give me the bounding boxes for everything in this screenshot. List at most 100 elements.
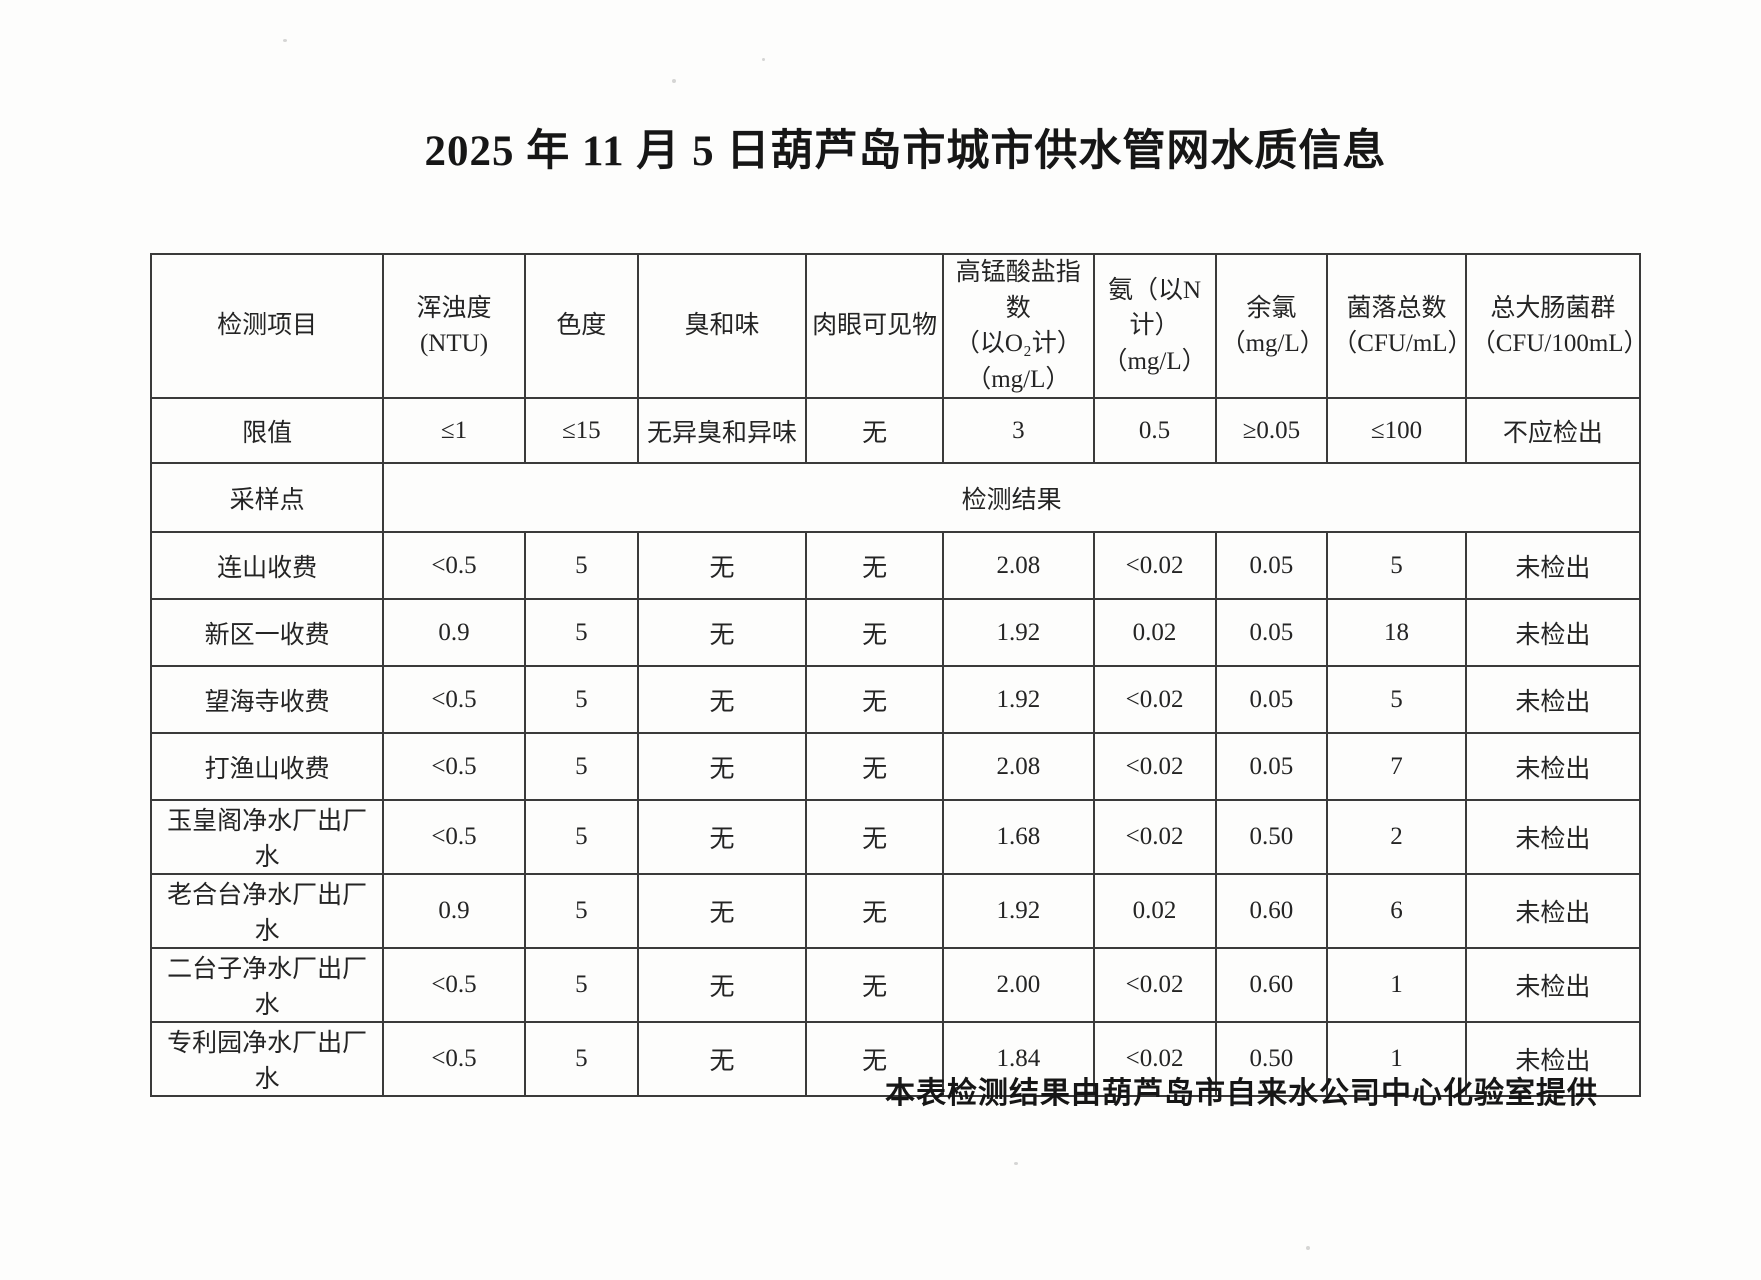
value-cell: 0.05: [1214, 598, 1329, 667]
value-cell: <0.5: [382, 799, 526, 875]
header-cell-colony-count: 菌落总数 （CFU/mL）: [1326, 253, 1467, 399]
value-cell: 0.50: [1214, 799, 1329, 875]
table-row: 连山收费 <0.5 5 无 无 2.08 <0.02 0.05 5 未检出: [149, 531, 1642, 600]
header-cell-item: 检测项目: [149, 253, 385, 399]
header-cell-permanganate: 高锰酸盐指数 （以O₂计） （mg/L）: [942, 253, 1095, 399]
value-cell: 5: [523, 1021, 639, 1097]
value-cell: 7: [1326, 732, 1467, 801]
value-cell: 未检出: [1464, 873, 1642, 949]
site-name-cell: 新区一收费: [149, 598, 385, 667]
limit-cell: ≤100: [1326, 397, 1467, 464]
value-cell: 0.60: [1214, 873, 1329, 949]
site-name-cell: 打渔山收费: [149, 732, 385, 801]
value-cell: 5: [523, 947, 639, 1023]
value-cell: 0.02: [1092, 598, 1217, 667]
limit-cell: 3: [942, 397, 1095, 464]
value-cell: <0.5: [382, 531, 526, 600]
value-cell: 无: [636, 1021, 808, 1097]
value-cell: <0.5: [382, 732, 526, 801]
value-cell: 未检出: [1464, 799, 1642, 875]
header-cell-coliform: 总大肠菌群 （CFU/100mL）: [1464, 253, 1642, 399]
scan-artifact: [1306, 1246, 1310, 1250]
value-cell: 未检出: [1464, 947, 1642, 1023]
scan-artifact: [283, 39, 287, 42]
value-cell: 无: [636, 799, 808, 875]
limit-cell: ≤15: [523, 397, 639, 464]
value-cell: 5: [523, 598, 639, 667]
limit-cell: ≤1: [382, 397, 526, 464]
value-cell: 未检出: [1464, 732, 1642, 801]
value-cell: 0.60: [1214, 947, 1329, 1023]
value-cell: 2.08: [942, 732, 1095, 801]
footer-note: 本表检测结果由葫芦岛市自来水公司中心化验室提供: [885, 1077, 1598, 1110]
water-quality-table: 检测项目 浑浊度(NTU) 色度 臭和味 肉眼可见物 高锰酸盐指数 （以O₂计）…: [149, 253, 1642, 1097]
value-cell: 0.9: [382, 598, 526, 667]
value-cell: 无: [636, 665, 808, 734]
site-name-cell: 玉皇阁净水厂出厂水: [149, 799, 385, 875]
value-cell: 6: [1326, 873, 1467, 949]
scan-artifact: [672, 79, 676, 83]
value-cell: <0.02: [1092, 665, 1217, 734]
value-cell: 0.05: [1214, 531, 1329, 600]
value-cell: <0.5: [382, 1021, 526, 1097]
site-name-cell: 专利园净水厂出厂水: [149, 1021, 385, 1097]
value-cell: 无: [805, 531, 945, 600]
header-cell-color: 色度: [523, 253, 639, 399]
value-cell: 0.50: [1214, 1021, 1329, 1097]
limit-cell: 无: [805, 397, 945, 464]
value-cell: <0.02: [1092, 799, 1217, 875]
sampling-row-label: 采样点: [149, 462, 385, 533]
table-row: 望海寺收费 <0.5 5 无 无 1.92 <0.02 0.05 5 未检出: [149, 665, 1642, 734]
value-cell: 5: [523, 873, 639, 949]
value-cell: 2: [1326, 799, 1467, 875]
value-cell: <0.5: [382, 947, 526, 1023]
limit-cell: 不应检出: [1464, 397, 1642, 464]
table-row: 打渔山收费 <0.5 5 无 无 2.08 <0.02 0.05 7 未检出: [149, 732, 1642, 801]
sampling-row: 采样点 检测结果: [149, 462, 1641, 533]
value-cell: 未检出: [1464, 665, 1642, 734]
site-name-cell: 连山收费: [149, 531, 385, 600]
value-cell: 1: [1326, 1021, 1467, 1097]
value-cell: 无: [805, 732, 945, 801]
value-cell: 未检出: [1464, 598, 1642, 667]
page-title: 2025 年 11 月 5 日葫芦岛市城市供水管网水质信息: [424, 128, 1387, 175]
value-cell: 0.05: [1214, 732, 1329, 801]
value-cell: 5: [1326, 531, 1467, 600]
limit-cell: 无异臭和异味: [636, 397, 808, 464]
scan-artifact: [1014, 1162, 1018, 1165]
header-cell-residual-chlorine: 余氯 （mg/L）: [1214, 253, 1329, 399]
value-cell: 1.84: [942, 1021, 1095, 1097]
limit-cell: 0.5: [1092, 397, 1217, 464]
value-cell: 2.00: [942, 947, 1095, 1023]
limit-row: 限值 ≤1 ≤15 无异臭和异味 无 3 0.5 ≥0.05 ≤100 不应检出: [149, 397, 1642, 464]
site-name-cell: 老合台净水厂出厂水: [149, 873, 385, 949]
value-cell: 5: [1326, 665, 1467, 734]
value-cell: 无: [636, 598, 808, 667]
table-row: 新区一收费 0.9 5 无 无 1.92 0.02 0.05 18 未检出: [149, 598, 1642, 667]
value-cell: 5: [523, 732, 639, 801]
table-header-row: 检测项目 浑浊度(NTU) 色度 臭和味 肉眼可见物 高锰酸盐指数 （以O₂计）…: [149, 253, 1642, 399]
value-cell: 0.02: [1092, 873, 1217, 949]
value-cell: 无: [805, 1021, 945, 1097]
table-row: 二台子净水厂出厂水 <0.5 5 无 无 2.00 <0.02 0.60 1 未…: [149, 947, 1642, 1023]
value-cell: 无: [805, 947, 945, 1023]
value-cell: 无: [636, 732, 808, 801]
site-name-cell: 望海寺收费: [149, 665, 385, 734]
limit-cell: ≥0.05: [1214, 397, 1329, 464]
value-cell: 1.92: [942, 873, 1095, 949]
table-row: 老合台净水厂出厂水 0.9 5 无 无 1.92 0.02 0.60 6 未检出: [149, 873, 1642, 949]
value-cell: 18: [1326, 598, 1467, 667]
header-cell-visible-matter: 肉眼可见物: [805, 253, 945, 399]
value-cell: 0.05: [1214, 665, 1329, 734]
value-cell: 1.92: [942, 665, 1095, 734]
result-section-label: 检测结果: [382, 462, 1641, 533]
value-cell: 无: [805, 873, 945, 949]
value-cell: 2.08: [942, 531, 1095, 600]
header-cell-turbidity: 浑浊度(NTU): [382, 253, 526, 399]
limit-row-label: 限值: [149, 397, 385, 464]
value-cell: <0.02: [1092, 947, 1217, 1023]
value-cell: 5: [523, 799, 639, 875]
header-cell-ammonia: 氨（以N计） （mg/L）: [1092, 253, 1217, 399]
scan-artifact: [762, 58, 765, 61]
